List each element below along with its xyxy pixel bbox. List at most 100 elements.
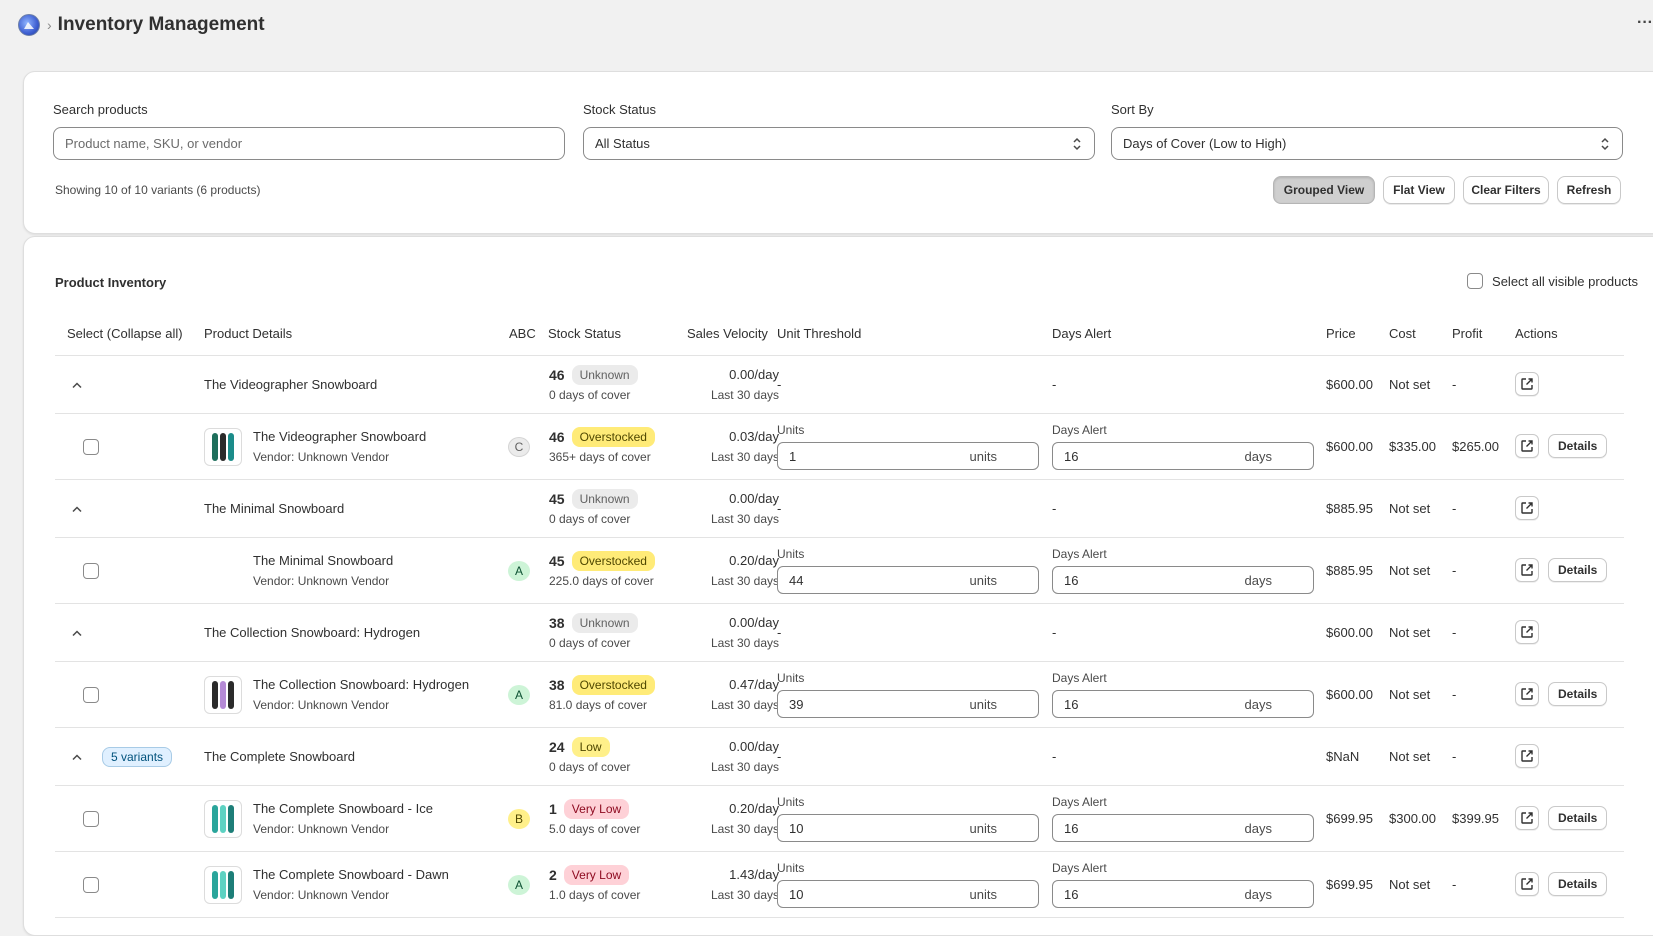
unit-threshold-value: 10 — [789, 820, 804, 836]
open-external-button[interactable] — [1515, 496, 1539, 520]
more-actions-icon[interactable]: ··· — [1637, 14, 1653, 31]
search-input[interactable] — [53, 127, 565, 160]
page-title: Inventory Management — [57, 14, 265, 35]
collapse-chevron-icon[interactable] — [71, 629, 83, 637]
variant-name[interactable]: The Complete Snowboard - Dawn — [253, 867, 449, 882]
unit-threshold-empty: - — [777, 377, 782, 392]
app-logo-icon[interactable] — [18, 14, 40, 36]
grouped-view-button[interactable]: Grouped View — [1273, 176, 1375, 204]
days-alert-input[interactable]: 16 days — [1052, 814, 1314, 842]
abc-class-badge: B — [508, 809, 530, 829]
snowboard-icon — [228, 871, 234, 899]
column-header-abc: ABC — [509, 326, 536, 341]
column-header-details: Product Details — [204, 326, 293, 341]
sales-velocity-value: 0.00/day — [729, 367, 779, 382]
details-button[interactable]: Details — [1548, 558, 1608, 582]
days-of-cover-text: 0 days of cover — [549, 388, 631, 402]
unit-threshold-input[interactable]: 39 units — [777, 690, 1039, 718]
stock-status-badge: Low — [571, 737, 610, 757]
days-of-cover-text: 0 days of cover — [549, 760, 631, 774]
details-button[interactable]: Details — [1548, 872, 1608, 896]
open-external-button[interactable] — [1515, 682, 1539, 706]
abc-class-badge: A — [508, 875, 530, 895]
sales-velocity-value: 0.00/day — [729, 491, 779, 506]
variant-select-checkbox[interactable] — [83, 687, 99, 703]
unit-threshold-input[interactable]: 10 units — [777, 814, 1039, 842]
snowboard-icon — [228, 433, 234, 461]
inventory-card: Product Inventory Select all visible pro… — [23, 236, 1653, 936]
open-external-button[interactable] — [1515, 434, 1539, 458]
open-external-button[interactable] — [1515, 744, 1539, 768]
days-of-cover-text: 1.0 days of cover — [549, 888, 641, 902]
open-external-button[interactable] — [1515, 872, 1539, 896]
price-value: $600.00 — [1326, 687, 1373, 702]
details-button[interactable]: Details — [1548, 434, 1608, 458]
variant-name[interactable]: The Complete Snowboard - Ice — [253, 801, 433, 816]
variant-select-checkbox[interactable] — [83, 439, 99, 455]
select-arrows-icon — [1601, 137, 1609, 151]
open-external-button[interactable] — [1515, 620, 1539, 644]
unit-threshold-input[interactable]: 10 units — [777, 880, 1039, 908]
collapse-chevron-icon[interactable] — [71, 505, 83, 513]
open-external-button[interactable] — [1515, 372, 1539, 396]
external-link-icon — [1521, 564, 1533, 576]
variant-name[interactable]: The Minimal Snowboard — [253, 553, 394, 568]
collapse-chevron-icon[interactable] — [71, 753, 83, 761]
collapse-chevron-icon[interactable] — [71, 381, 83, 389]
snowboard-icon — [212, 681, 218, 709]
flat-view-button[interactable]: Flat View — [1383, 176, 1455, 204]
sales-velocity-period: Last 30 days — [710, 822, 779, 836]
header-divider — [55, 355, 1624, 356]
sales-velocity-value: 0.20/day — [729, 553, 779, 568]
row-divider — [55, 661, 1624, 662]
sales-velocity-value: 0.47/day — [729, 677, 779, 692]
variant-row: The Minimal Snowboard Vendor: Unknown Ven… — [55, 538, 1624, 603]
clear-filters-button[interactable]: Clear Filters — [1463, 176, 1549, 204]
snowboard-icon — [228, 681, 234, 709]
abc-class-badge: A — [508, 685, 530, 705]
profit-value: - — [1452, 749, 1457, 764]
product-group-row: 5 variants The Complete Snowboard 24 Low 0 d… — [55, 728, 1624, 785]
variant-vendor: Vendor: Unknown Vendor — [253, 822, 390, 836]
days-alert-input[interactable]: 16 days — [1052, 690, 1314, 718]
open-external-button[interactable] — [1515, 558, 1539, 582]
stock-status-badge: Overstocked — [571, 427, 655, 447]
variant-select-checkbox[interactable] — [83, 563, 99, 579]
variant-name[interactable]: The Collection Snowboard: Hydrogen — [253, 677, 470, 692]
variant-select-checkbox[interactable] — [83, 877, 99, 893]
product-group-name: The Minimal Snowboard — [204, 501, 345, 516]
variant-name[interactable]: The Videographer Snowboard — [253, 429, 427, 444]
select-all-control[interactable]: Select all visible products — [1467, 273, 1638, 289]
price-value: $885.95 — [1326, 501, 1373, 516]
price-value: $885.95 — [1326, 563, 1373, 578]
details-button[interactable]: Details — [1548, 682, 1608, 706]
unit-threshold-input[interactable]: 44 units — [777, 566, 1039, 594]
open-external-button[interactable] — [1515, 806, 1539, 830]
refresh-button[interactable]: Refresh — [1557, 176, 1621, 204]
profit-value: - — [1452, 563, 1457, 578]
stock-status-select[interactable]: All Status — [583, 127, 1095, 160]
units-suffix: units — [969, 697, 997, 712]
unit-threshold-input[interactable]: 1 units — [777, 442, 1039, 470]
variant-select-checkbox[interactable] — [83, 811, 99, 827]
snowboard-icon — [220, 805, 226, 833]
stock-status-badge: Unknown — [571, 365, 638, 385]
column-header-select[interactable]: Select (Collapse all) — [67, 326, 183, 341]
units-suffix: units — [969, 573, 997, 588]
select-all-checkbox[interactable] — [1467, 273, 1484, 289]
days-suffix: days — [1244, 573, 1272, 588]
details-button[interactable]: Details — [1548, 806, 1608, 830]
abc-class-badge: A — [508, 561, 530, 581]
stock-status-badge: Overstocked — [571, 551, 655, 571]
days-alert-input[interactable]: 16 days — [1052, 566, 1314, 594]
stock-quantity: 38 — [549, 677, 565, 693]
snowboard-icon — [228, 805, 234, 833]
days-alert-label: Days Alert — [1052, 423, 1107, 437]
days-alert-input[interactable]: 16 days — [1052, 442, 1314, 470]
sort-by-select[interactable]: Days of Cover (Low to High) — [1111, 127, 1623, 160]
showing-count-text: Showing 10 of 10 variants (6 products) — [55, 183, 261, 197]
days-alert-input[interactable]: 16 days — [1052, 880, 1314, 908]
stock-status-badge: Unknown — [571, 613, 638, 633]
column-header-unit-threshold: Unit Threshold — [777, 326, 862, 341]
days-alert-value: 16 — [1064, 572, 1079, 588]
